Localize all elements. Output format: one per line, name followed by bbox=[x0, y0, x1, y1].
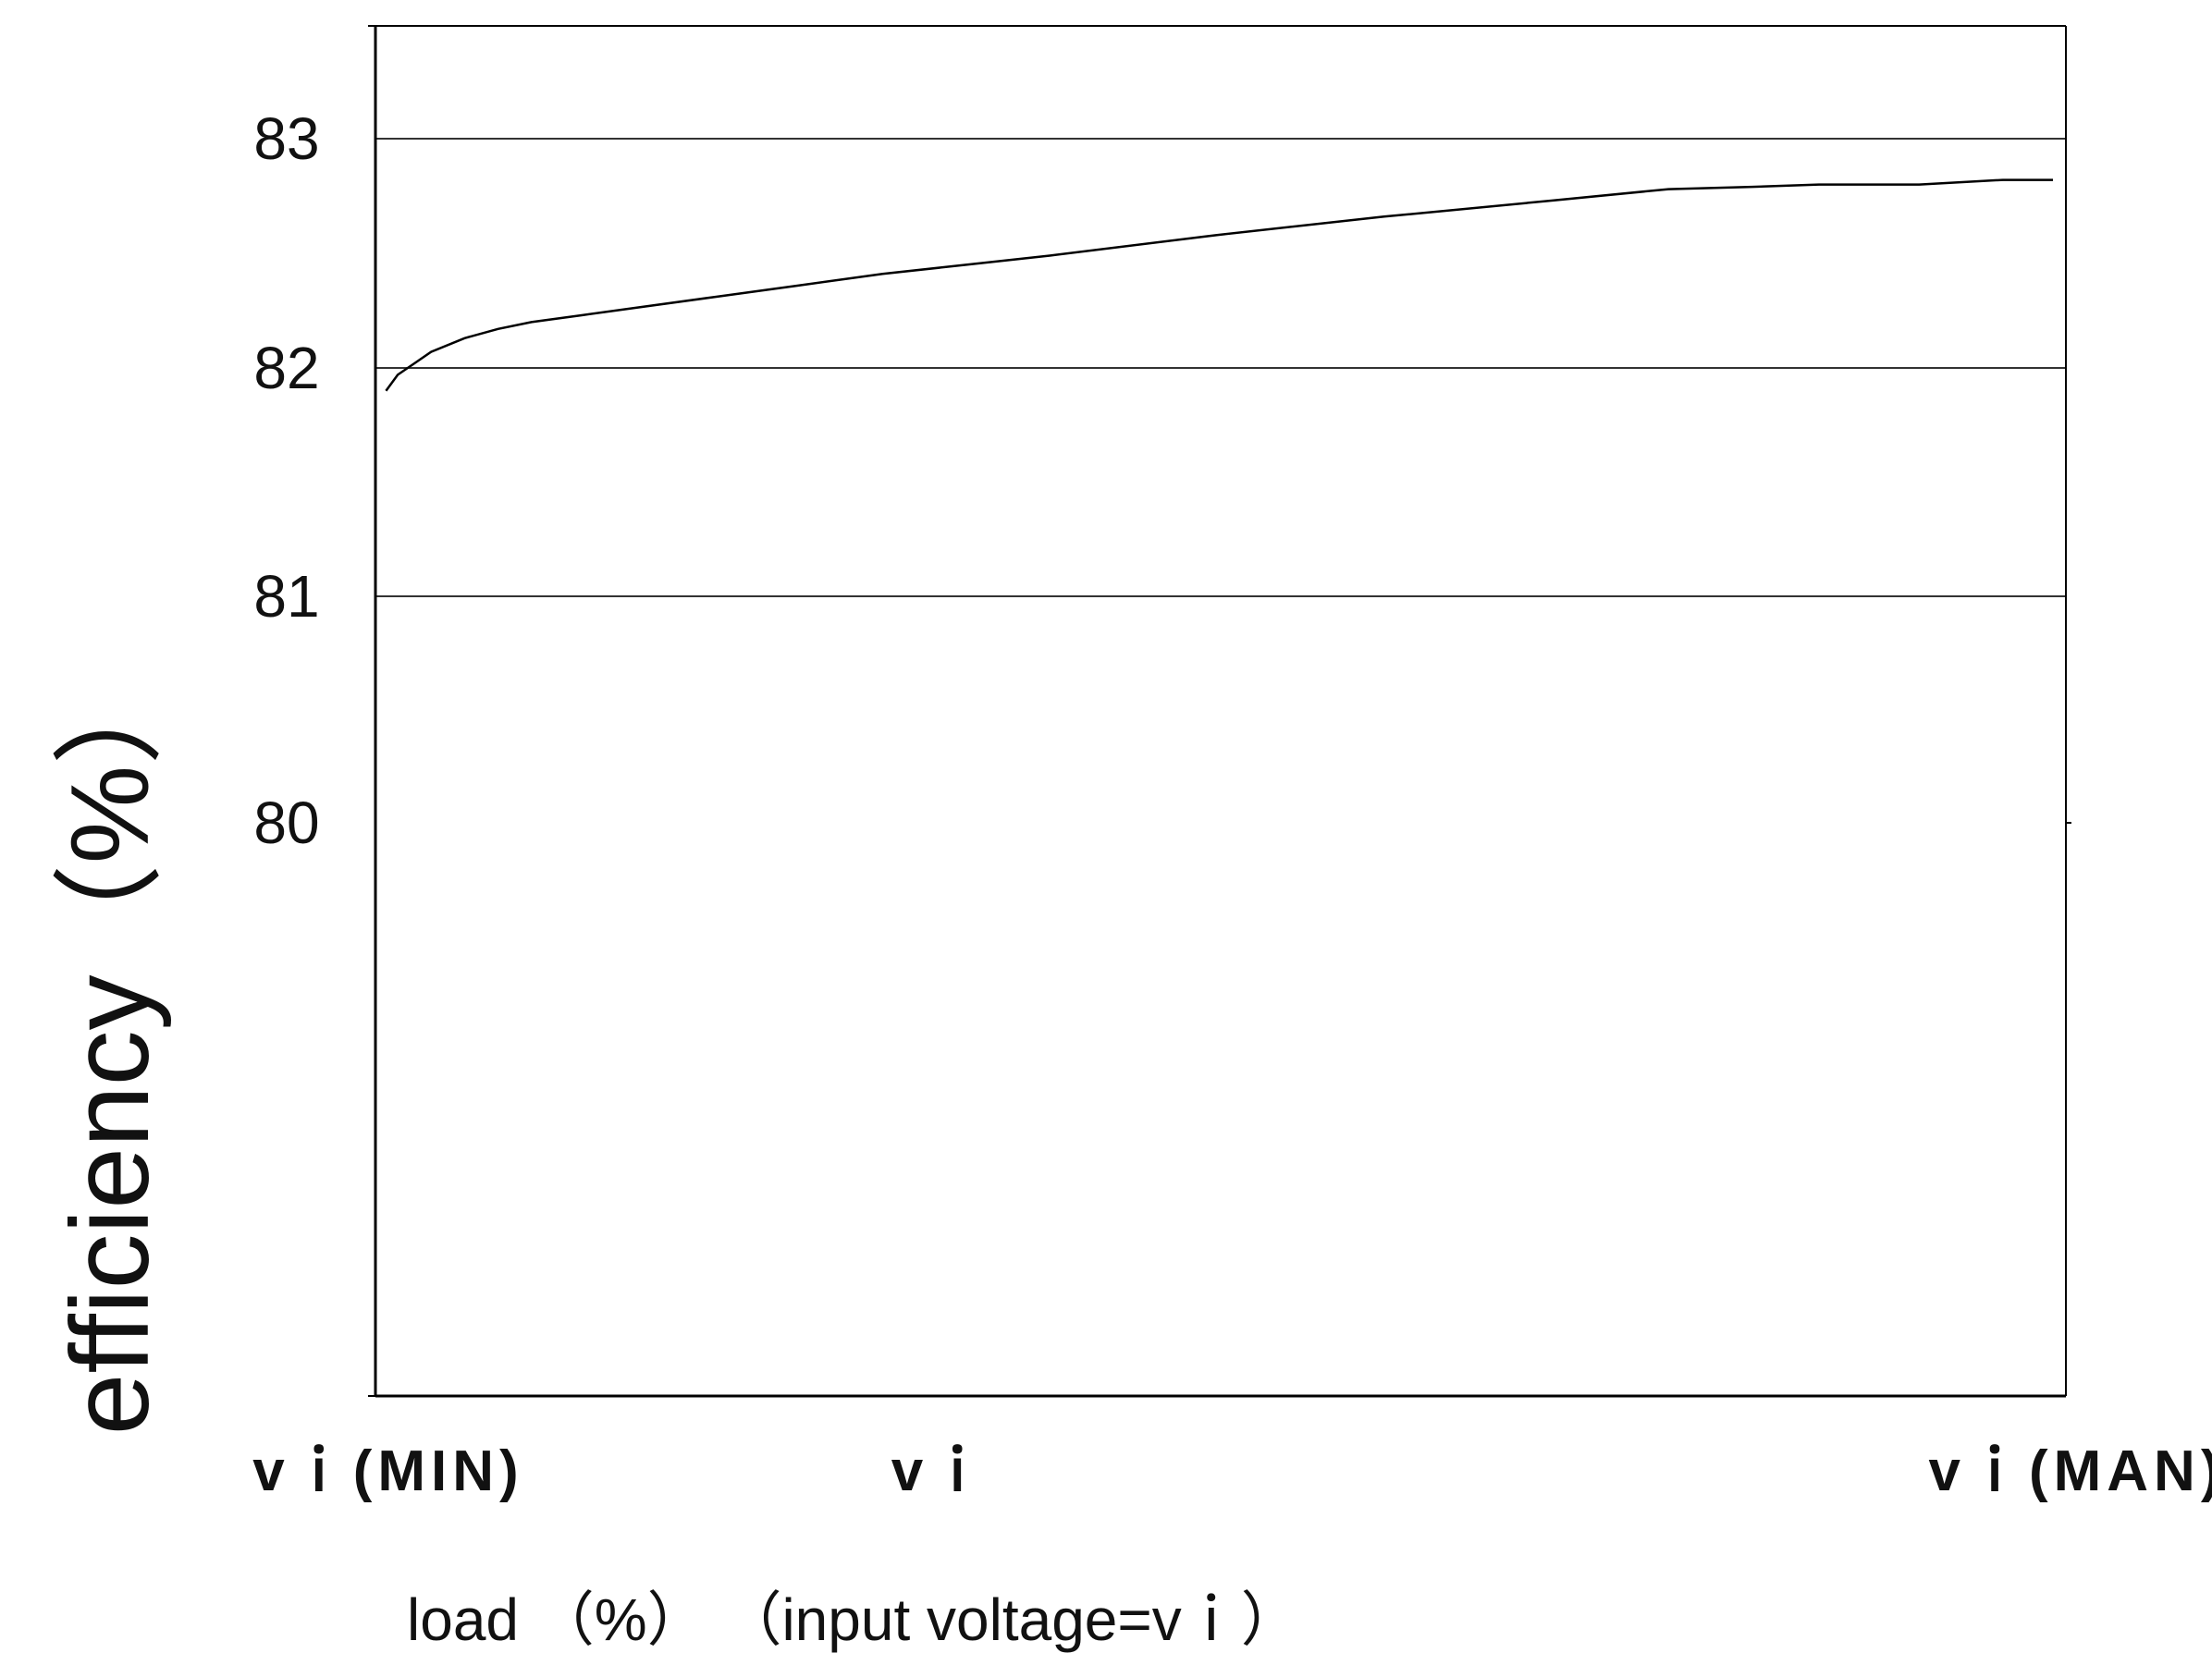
x-tick-label-0: vｉ(MIN) bbox=[252, 1439, 523, 1503]
efficiency-line bbox=[385, 178, 2053, 392]
y-axis-label: efficiency（%） bbox=[48, 655, 172, 1436]
y-tick-label-80: 80 bbox=[253, 790, 319, 856]
y-tick-label-83: 83 bbox=[253, 105, 319, 172]
x-axis-label: load （%） （input voltage=vｉ） bbox=[407, 1586, 1300, 1653]
y-tick-label-82: 82 bbox=[253, 335, 319, 401]
axes bbox=[374, 25, 2067, 1398]
x-tick-label-1: vｉ bbox=[891, 1439, 991, 1503]
x-tick-labels: vｉ(MIN) vｉ vｉ(MAN) bbox=[252, 1439, 2212, 1503]
y-tick-labels: 83 82 81 80 bbox=[253, 105, 319, 856]
y-tick-label-81: 81 bbox=[253, 563, 319, 630]
x-tick-label-2: vｉ(MAN) bbox=[1929, 1439, 2212, 1503]
gridlines bbox=[368, 25, 2071, 1397]
